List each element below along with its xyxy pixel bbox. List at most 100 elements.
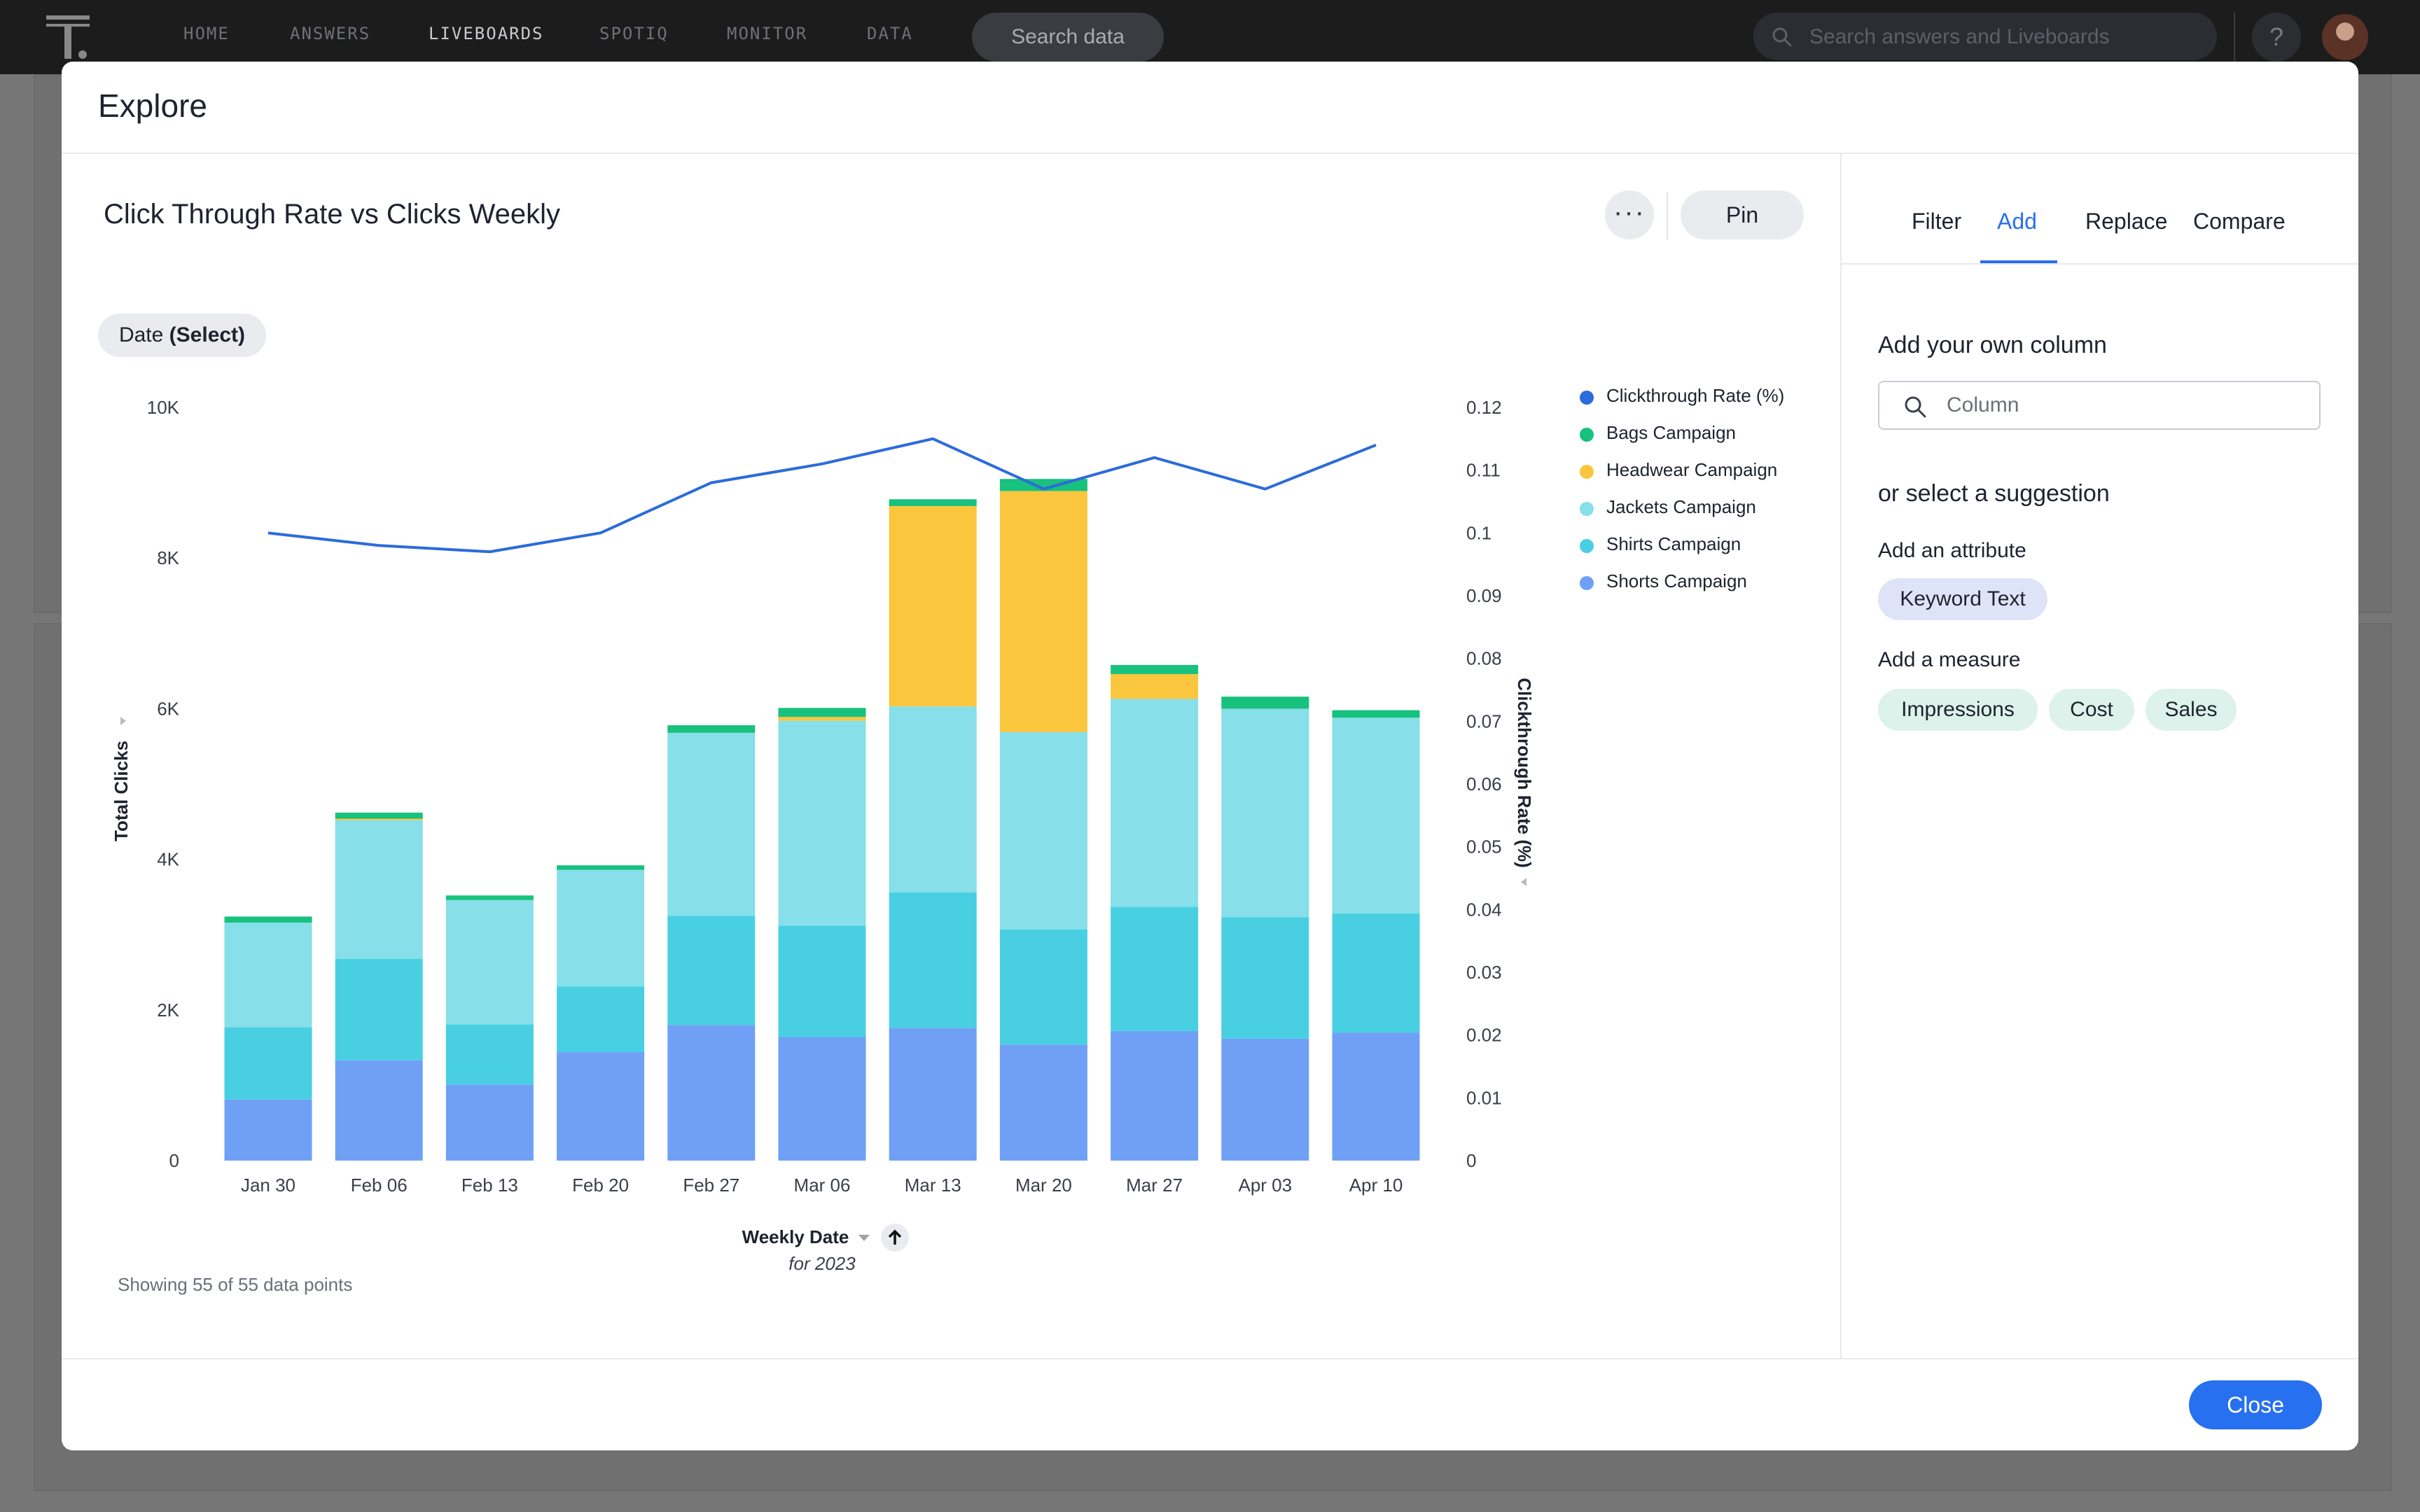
bar-segment[interactable] <box>778 717 866 721</box>
bar-segment[interactable] <box>1332 1032 1420 1161</box>
modal-footer <box>62 1358 2358 1450</box>
legend-dot <box>1580 428 1594 442</box>
bar-segment[interactable] <box>557 865 645 870</box>
y-axis-collapse-icon[interactable] <box>120 717 126 725</box>
search-icon <box>1772 27 1792 47</box>
tab-add[interactable]: Add <box>1997 209 2037 234</box>
column-search-input[interactable]: Column <box>1878 381 2321 430</box>
avatar[interactable] <box>2322 14 2368 60</box>
date-filter-chip[interactable]: Date (Select) <box>98 314 266 357</box>
y2-tick-label: 0.05 <box>1466 836 1502 858</box>
bar-segment[interactable] <box>778 720 866 926</box>
y2-tick-label: 0.1 <box>1466 522 1491 543</box>
bar-segment[interactable] <box>335 820 423 959</box>
x-axis-dropdown-icon[interactable] <box>858 1235 870 1241</box>
ctr-line[interactable] <box>267 437 1377 554</box>
nav-liveboards[interactable]: LIVEBOARDS <box>429 24 544 43</box>
bar-segment[interactable] <box>1221 708 1309 918</box>
bar-segment[interactable] <box>224 922 312 1028</box>
y2-axis-ticks: 0 0.01 0.02 0.03 0.04 0.05 0.06 0.07 0.08 0.09 0.1… <box>1466 397 1502 1171</box>
tab-filter[interactable]: Filter <box>1912 209 1962 234</box>
bar-segment[interactable] <box>667 732 756 916</box>
bar-segment[interactable] <box>445 1084 534 1161</box>
bar-segment[interactable] <box>335 818 423 820</box>
x-tick-label: Mar 13 <box>905 1175 961 1196</box>
bar-segment[interactable] <box>1111 664 1199 674</box>
bar-segment[interactable] <box>1332 718 1420 914</box>
legend-label: Bags Campaign <box>1606 422 1736 443</box>
bar-segment[interactable] <box>335 958 423 1060</box>
suggestion-sales[interactable]: Sales <box>2146 689 2237 731</box>
y-axis-ticks: 0 2K 4K 6K 8K 10K <box>147 397 180 1171</box>
global-search-input[interactable]: Search answers and Liveboards <box>1753 13 2217 60</box>
suggestion-keyword-text[interactable]: Keyword Text <box>1878 578 2047 620</box>
bar-segment[interactable] <box>999 732 1087 930</box>
tab-replace[interactable]: Replace <box>2085 209 2168 234</box>
help-icon[interactable]: ? <box>2252 13 2301 62</box>
y2-tick-label: 0.01 <box>1466 1087 1502 1108</box>
legend-label: Shirts Campaign <box>1606 533 1741 554</box>
bar-segment[interactable] <box>335 1060 423 1161</box>
panel-tabs: Filter Add Replace Compare <box>1842 154 2358 265</box>
x-tick-label: Mar 06 <box>794 1175 851 1196</box>
bar-segment[interactable] <box>667 725 756 733</box>
bar-segment[interactable] <box>445 1024 534 1085</box>
search-data-button[interactable]: Search data <box>972 13 1164 62</box>
bar-segment[interactable] <box>224 1027 312 1100</box>
nav-monitor[interactable]: MONITOR <box>727 24 808 43</box>
bar-segment[interactable] <box>1332 913 1420 1033</box>
bar-segment[interactable] <box>1221 1038 1309 1161</box>
bar-series <box>224 479 1420 1161</box>
bar-segment[interactable] <box>445 899 534 1025</box>
bar-segment[interactable] <box>557 1052 645 1161</box>
bar-segment[interactable] <box>999 1044 1087 1161</box>
close-button[interactable]: Close <box>2189 1380 2322 1429</box>
bar-segment[interactable] <box>778 1037 866 1161</box>
thoughtspot-logo-icon[interactable] <box>46 15 90 59</box>
bar-segment[interactable] <box>667 1025 756 1161</box>
bar-segment[interactable] <box>1221 696 1309 709</box>
y-tick-label: 2K <box>157 1000 179 1021</box>
bar-segment[interactable] <box>224 916 312 923</box>
bar-segment[interactable] <box>778 925 866 1037</box>
bar-segment[interactable] <box>889 892 977 1028</box>
tab-compare[interactable]: Compare <box>2193 209 2286 234</box>
bar-segment[interactable] <box>335 812 423 819</box>
bar-segment[interactable] <box>1111 673 1199 699</box>
bar-segment[interactable] <box>557 986 645 1053</box>
bar-segment[interactable] <box>667 916 756 1026</box>
sort-ascending-icon[interactable] <box>881 1224 909 1252</box>
bar-segment[interactable] <box>999 491 1087 732</box>
y2-tick-label: 0.11 <box>1466 460 1501 481</box>
suggestion-impressions[interactable]: Impressions <box>1878 689 2038 731</box>
legend-label: Clickthrough Rate (%) <box>1606 385 1785 406</box>
nav-spotiq[interactable]: SPOTIQ <box>599 24 669 43</box>
add-measure-label: Add a measure <box>1878 648 2021 671</box>
bar-segment[interactable] <box>889 1028 977 1161</box>
bar-segment[interactable] <box>778 708 866 718</box>
bar-segment[interactable] <box>1111 1030 1199 1161</box>
y2-tick-label: 0.03 <box>1466 962 1502 983</box>
bar-segment[interactable] <box>889 505 977 707</box>
bar-segment[interactable] <box>889 706 977 892</box>
legend-dot <box>1580 502 1594 516</box>
modal-title: Explore <box>98 88 207 124</box>
y-tick-label: 4K <box>157 849 179 870</box>
nav-data[interactable]: DATA <box>867 24 913 43</box>
y2-axis-title: Clickthrough Rate (%) <box>1514 678 1535 868</box>
more-options-button[interactable]: ··· <box>1605 190 1654 239</box>
bar-segment[interactable] <box>557 869 645 987</box>
bar-segment[interactable] <box>1332 710 1420 718</box>
nav-answers[interactable]: ANSWERS <box>290 24 371 43</box>
bar-segment[interactable] <box>1221 917 1309 1039</box>
bar-segment[interactable] <box>1111 906 1199 1031</box>
bar-segment[interactable] <box>224 1099 312 1161</box>
suggestion-cost[interactable]: Cost <box>2049 689 2134 731</box>
bar-segment[interactable] <box>999 929 1087 1045</box>
bar-segment[interactable] <box>445 895 534 900</box>
pin-button[interactable]: Pin <box>1681 190 1804 239</box>
bar-segment[interactable] <box>889 499 977 506</box>
bar-segment[interactable] <box>1111 699 1199 907</box>
y2-axis-collapse-icon[interactable] <box>1521 878 1527 886</box>
nav-home[interactable]: HOME <box>183 24 230 43</box>
